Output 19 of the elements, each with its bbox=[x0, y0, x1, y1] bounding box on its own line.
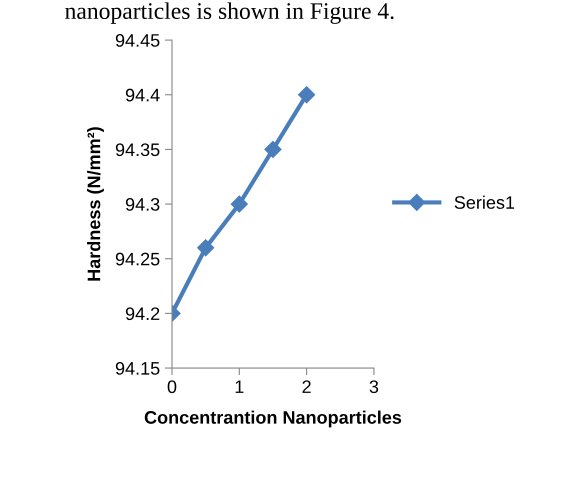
legend-label: Series1 bbox=[454, 196, 514, 209]
x-tick-label: 3 bbox=[370, 380, 378, 394]
y-tick-label: 94.2 bbox=[126, 307, 160, 320]
x-tick-label: 2 bbox=[302, 380, 311, 393]
x-tick-label: 1 bbox=[236, 380, 244, 393]
point bbox=[298, 86, 316, 104]
y-tick-label: 94.35 bbox=[116, 143, 160, 156]
x-axis-title: Concentrantion Nanoparticles bbox=[144, 410, 402, 428]
y-tick-label: 94.15 bbox=[116, 362, 160, 375]
text: nanoparticles is shown in Figure 4. bbox=[65, 2, 394, 24]
y-tick-label: 94.45 bbox=[116, 34, 160, 47]
point bbox=[264, 140, 282, 158]
point bbox=[230, 196, 248, 213]
y-tick-label: 94.4 bbox=[126, 88, 160, 102]
y-tick-label: 94.3 bbox=[126, 198, 160, 211]
point bbox=[197, 239, 214, 256]
y-tick-label: 94.25 bbox=[116, 252, 160, 266]
y-axis-title: Hardness (N/mm²) bbox=[87, 127, 104, 281]
x-tick-label: 0 bbox=[168, 380, 176, 394]
